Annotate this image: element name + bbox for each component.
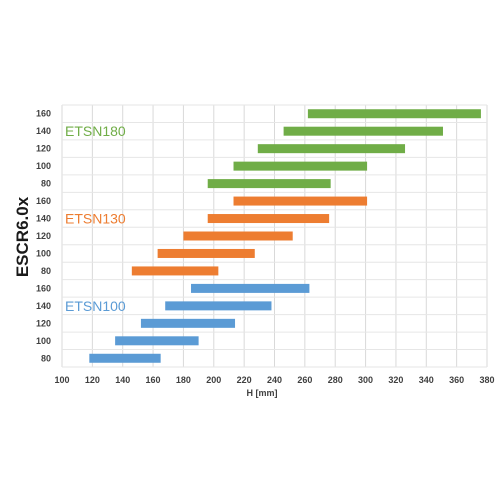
bar-etsn100-140 [165, 301, 272, 311]
x-tick-labels: 100 120 140 160 180 200 220 240 260 280 300 320 340 3… [54, 375, 494, 385]
y-tick-label: 120 [36, 144, 51, 154]
x-axis-label: H [mm] [247, 388, 278, 398]
bar-etsn130-120 [183, 231, 293, 241]
y-tick-label: 80 [41, 179, 51, 189]
y-tick-label: 140 [36, 301, 51, 311]
bar-etsn180-80 [207, 179, 331, 189]
x-tick-label: 160 [146, 375, 161, 385]
x-tick-label: 320 [388, 375, 403, 385]
x-tick-label: 100 [54, 375, 69, 385]
bar-etsn100-160 [191, 283, 310, 293]
x-tick-label: 220 [237, 375, 252, 385]
y-tick-label: 100 [36, 248, 51, 258]
bar-etsn130-100 [157, 248, 255, 258]
bar-etsn100-120 [140, 318, 236, 328]
bar-etsn180-100 [233, 161, 368, 171]
bar-etsn180-160 [307, 109, 481, 119]
group-labels: ETSN100 ETSN130 ETSN180 [65, 123, 126, 314]
bar-etsn180-120 [257, 144, 406, 154]
y-tick-label: 140 [36, 214, 51, 224]
group-label-etsn130: ETSN130 [65, 211, 126, 227]
bar-etsn100-100 [115, 336, 199, 346]
y-tick-label: 160 [36, 196, 51, 206]
x-tick-label: 380 [479, 375, 494, 385]
y-tick-label: 160 [36, 283, 51, 293]
y-tick-label: 80 [41, 266, 51, 276]
y-tick-label: 100 [36, 161, 51, 171]
y-tick-label: 100 [36, 336, 51, 346]
y-tick-labels: 80 100 120 140 160 80 100 120 140 160 80 100 120 140 1… [36, 109, 51, 364]
x-tick-label: 340 [419, 375, 434, 385]
y-tick-label: 120 [36, 231, 51, 241]
bar-etsn130-140 [207, 214, 330, 224]
bars [89, 109, 481, 363]
bar-etsn130-160 [233, 196, 368, 206]
group-label-etsn100: ETSN100 [65, 298, 126, 314]
y-tick-label: 160 [36, 109, 51, 119]
bar-etsn100-80 [89, 353, 161, 363]
x-tick-label: 180 [176, 375, 191, 385]
x-tick-label: 260 [297, 375, 312, 385]
x-tick-label: 280 [328, 375, 343, 385]
group-label-etsn180: ETSN180 [65, 123, 126, 139]
x-tick-label: 120 [85, 375, 100, 385]
x-tick-label: 140 [115, 375, 130, 385]
y-tick-label: 120 [36, 318, 51, 328]
x-tick-label: 240 [267, 375, 282, 385]
y-tick-label: 80 [41, 353, 51, 363]
x-tick-label: 200 [206, 375, 221, 385]
bar-etsn130-80 [131, 266, 219, 276]
x-tick-label: 360 [449, 375, 464, 385]
y-axis-label: ESCR6.0x [13, 196, 32, 277]
x-tick-label: 300 [358, 375, 373, 385]
bar-etsn180-140 [283, 126, 443, 136]
y-tick-label: 140 [36, 126, 51, 136]
